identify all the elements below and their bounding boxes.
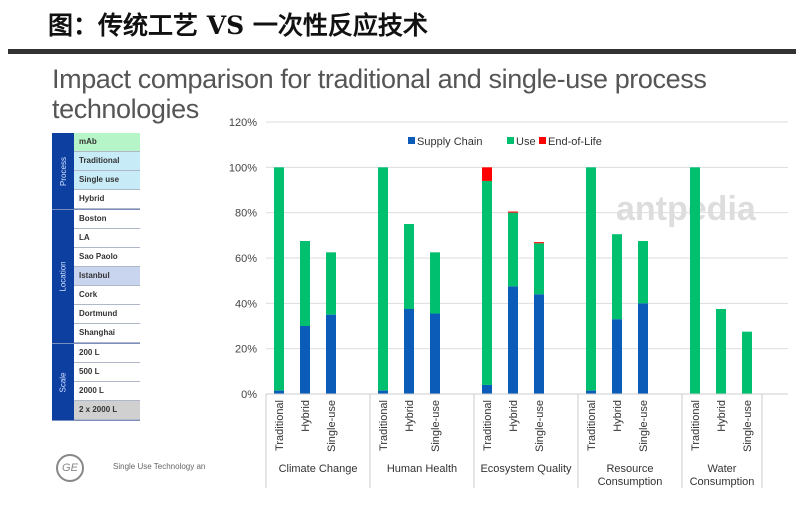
table-row: Hybrid <box>74 190 140 209</box>
y-tick-label: 0% <box>241 389 257 401</box>
bar-segment-supply-chain <box>612 319 622 394</box>
bar-segment-use <box>534 243 544 295</box>
group-label: Consumption <box>690 476 755 488</box>
ge-logo: GE <box>56 454 84 482</box>
table-row: LA <box>74 229 140 248</box>
y-tick-label: 100% <box>229 162 257 174</box>
group-label: Water <box>708 463 737 475</box>
slide-title: Impact comparison for traditional and si… <box>52 64 707 124</box>
table-row: Cork <box>74 286 140 305</box>
table-row: mAb <box>74 133 140 152</box>
table-row: Sao Paolo <box>74 248 140 267</box>
bar-segment-end-of-life <box>482 167 492 181</box>
x-tick-label: Hybrid <box>300 400 312 432</box>
group-label: Human Health <box>387 463 457 475</box>
x-tick-label: Hybrid <box>716 400 728 432</box>
slide-footer: Single Use Technology an <box>113 462 206 471</box>
bar-segment-supply-chain <box>378 390 388 394</box>
table-row: 2000 L <box>74 382 140 401</box>
table-row: 500 L <box>74 363 140 382</box>
table-row: Istanbul <box>74 267 140 286</box>
bar-segment-use <box>326 252 336 315</box>
x-tick-label: Single-use <box>742 400 754 452</box>
legend-label: Supply Chain <box>417 136 482 148</box>
y-tick-label: 20% <box>235 344 257 356</box>
table-row: Shanghai <box>74 324 140 343</box>
table-row: Dortmund <box>74 305 140 324</box>
legend-label: End-of-Life <box>548 136 602 148</box>
x-tick-label: Traditional <box>482 400 494 451</box>
x-tick-label: Single-use <box>430 400 442 452</box>
title-divider <box>8 49 796 54</box>
x-tick-label: Traditional <box>274 400 286 451</box>
legend-label: Use <box>516 136 536 148</box>
bar-segment-supply-chain <box>430 313 440 394</box>
x-tick-label: Single-use <box>534 400 546 452</box>
bar-segment-use <box>716 309 726 394</box>
bar-segment-supply-chain <box>586 390 596 394</box>
x-tick-label: Traditional <box>690 400 702 451</box>
group-label: Resource <box>606 463 653 475</box>
section-label: Location <box>52 210 74 343</box>
section-label: Process <box>52 133 74 209</box>
bar-segment-use <box>508 212 518 287</box>
bar-segment-supply-chain <box>300 326 310 394</box>
bar-segment-use <box>638 241 648 304</box>
bar-segment-supply-chain <box>326 314 336 394</box>
x-tick-label: Traditional <box>378 400 390 451</box>
y-tick-label: 120% <box>229 117 257 129</box>
x-tick-label: Traditional <box>586 400 598 451</box>
x-tick-label: Single-use <box>326 400 338 452</box>
page-title: 图：传统工艺 VS 一次性反应技术 <box>48 11 428 40</box>
bar-segment-supply-chain <box>482 384 492 394</box>
section-label: Scale <box>52 344 74 420</box>
x-tick-label: Hybrid <box>404 400 416 432</box>
table-row: Traditional <box>74 152 140 171</box>
bar-segment-use <box>378 167 388 391</box>
bar-segment-use <box>300 241 310 326</box>
bar-segment-use <box>690 167 700 394</box>
bar-segment-end-of-life <box>508 211 518 213</box>
table-row: Single use <box>74 171 140 190</box>
watermark: antpedia <box>616 190 756 228</box>
bar-segment-use <box>430 252 440 314</box>
legend-swatch <box>539 137 546 144</box>
bar-segment-end-of-life <box>534 242 544 244</box>
table-row: 2 x 2000 L <box>74 401 140 420</box>
x-tick-label: Hybrid <box>508 400 520 432</box>
bar-segment-use <box>742 331 752 394</box>
parameter-table: Process mAb Traditional Single use Hybrid Loc… <box>52 133 140 421</box>
table-section: Location Boston LA Sao Paolo Istanbul Cork Dor… <box>52 210 140 344</box>
table-row: Boston <box>74 210 140 229</box>
y-tick-label: 40% <box>235 298 257 310</box>
group-label: Ecosystem Quality <box>480 463 572 475</box>
x-tick-label: Hybrid <box>612 400 624 432</box>
table-row: 200 L <box>74 344 140 363</box>
table-section: Process mAb Traditional Single use Hybrid <box>52 133 140 210</box>
bar-segment-supply-chain <box>638 303 648 394</box>
bar-segment-supply-chain <box>534 294 544 394</box>
legend-swatch <box>408 137 415 144</box>
x-tick-label: Single-use <box>638 400 650 452</box>
y-tick-label: 60% <box>235 253 257 265</box>
legend-swatch <box>507 137 514 144</box>
y-tick-label: 80% <box>235 208 257 220</box>
bar-segment-use <box>482 180 492 385</box>
group-label: Climate Change <box>279 463 358 475</box>
bar-segment-use <box>586 167 596 391</box>
bar-segment-use <box>404 224 414 309</box>
group-label: Consumption <box>598 476 663 488</box>
bar-segment-supply-chain <box>404 309 414 394</box>
bar-segment-supply-chain <box>274 390 284 394</box>
bar-segment-supply-chain <box>508 286 518 394</box>
bar-segment-use <box>612 234 622 320</box>
bar-segment-use <box>274 167 284 391</box>
